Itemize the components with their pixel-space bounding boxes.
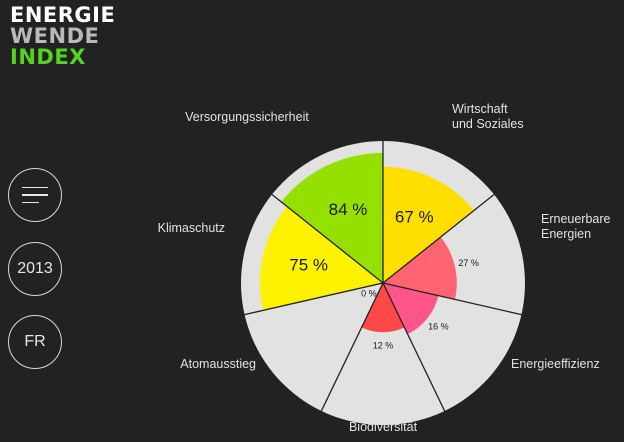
divider-line [320,282,384,412]
segment-energieeffizienz[interactable] [383,283,439,335]
logo-line-index: INDEX [10,45,86,69]
divider-line [382,282,446,412]
year-button[interactable]: 2013 [8,242,62,296]
segment-biodiversitaet[interactable] [361,283,405,333]
language-button[interactable]: FR [8,315,62,369]
label-atomausstieg[interactable]: Atomausstieg [180,357,256,371]
percent-versorgungssicherheit: 84 % [329,200,368,219]
hamburger-icon [22,186,48,204]
divider-line [382,193,495,284]
logo[interactable]: ENERGIE WENDE INDEX [10,5,115,68]
label-versorgungssicherheit[interactable]: Versorgungssicherheit [185,110,309,124]
percent-wirtschaft-und-soziales: 67 % [395,208,434,227]
menu-button[interactable] [8,168,62,222]
segment-wirtschaft-und-soziales[interactable] [383,166,474,283]
label-wirtschaft-und-soziales[interactable]: Wirtschaft und Soziales [452,102,524,131]
logo-line-energie: ENERGIE [10,3,116,27]
label-erneuerbare-energien[interactable]: Erneuerbare Energien [541,212,611,241]
percent-biodiversitaet: 12 % [373,341,394,351]
percent-klimaschutz: 75 % [289,256,328,275]
label-biodiversitaet[interactable]: Biodiversität [349,420,418,434]
divider-line [382,282,522,316]
percent-atomausstieg: 0 % [361,289,377,299]
label-klimaschutz[interactable]: Klimaschutz [158,221,225,235]
segment-versorgungssicherheit[interactable] [281,152,383,283]
divider-line [271,193,384,284]
percent-energieeffizienz: 16 % [428,322,449,332]
percent-erneuerbare-energien: 27 % [458,258,479,268]
segment-erneuerbare-energien[interactable] [383,236,457,300]
segment-klimaschutz[interactable] [260,206,383,311]
divider-line [244,282,384,316]
label-energieeffizienz[interactable]: Energieeffizienz [511,357,600,371]
logo-line-wende: WENDE [10,24,100,48]
